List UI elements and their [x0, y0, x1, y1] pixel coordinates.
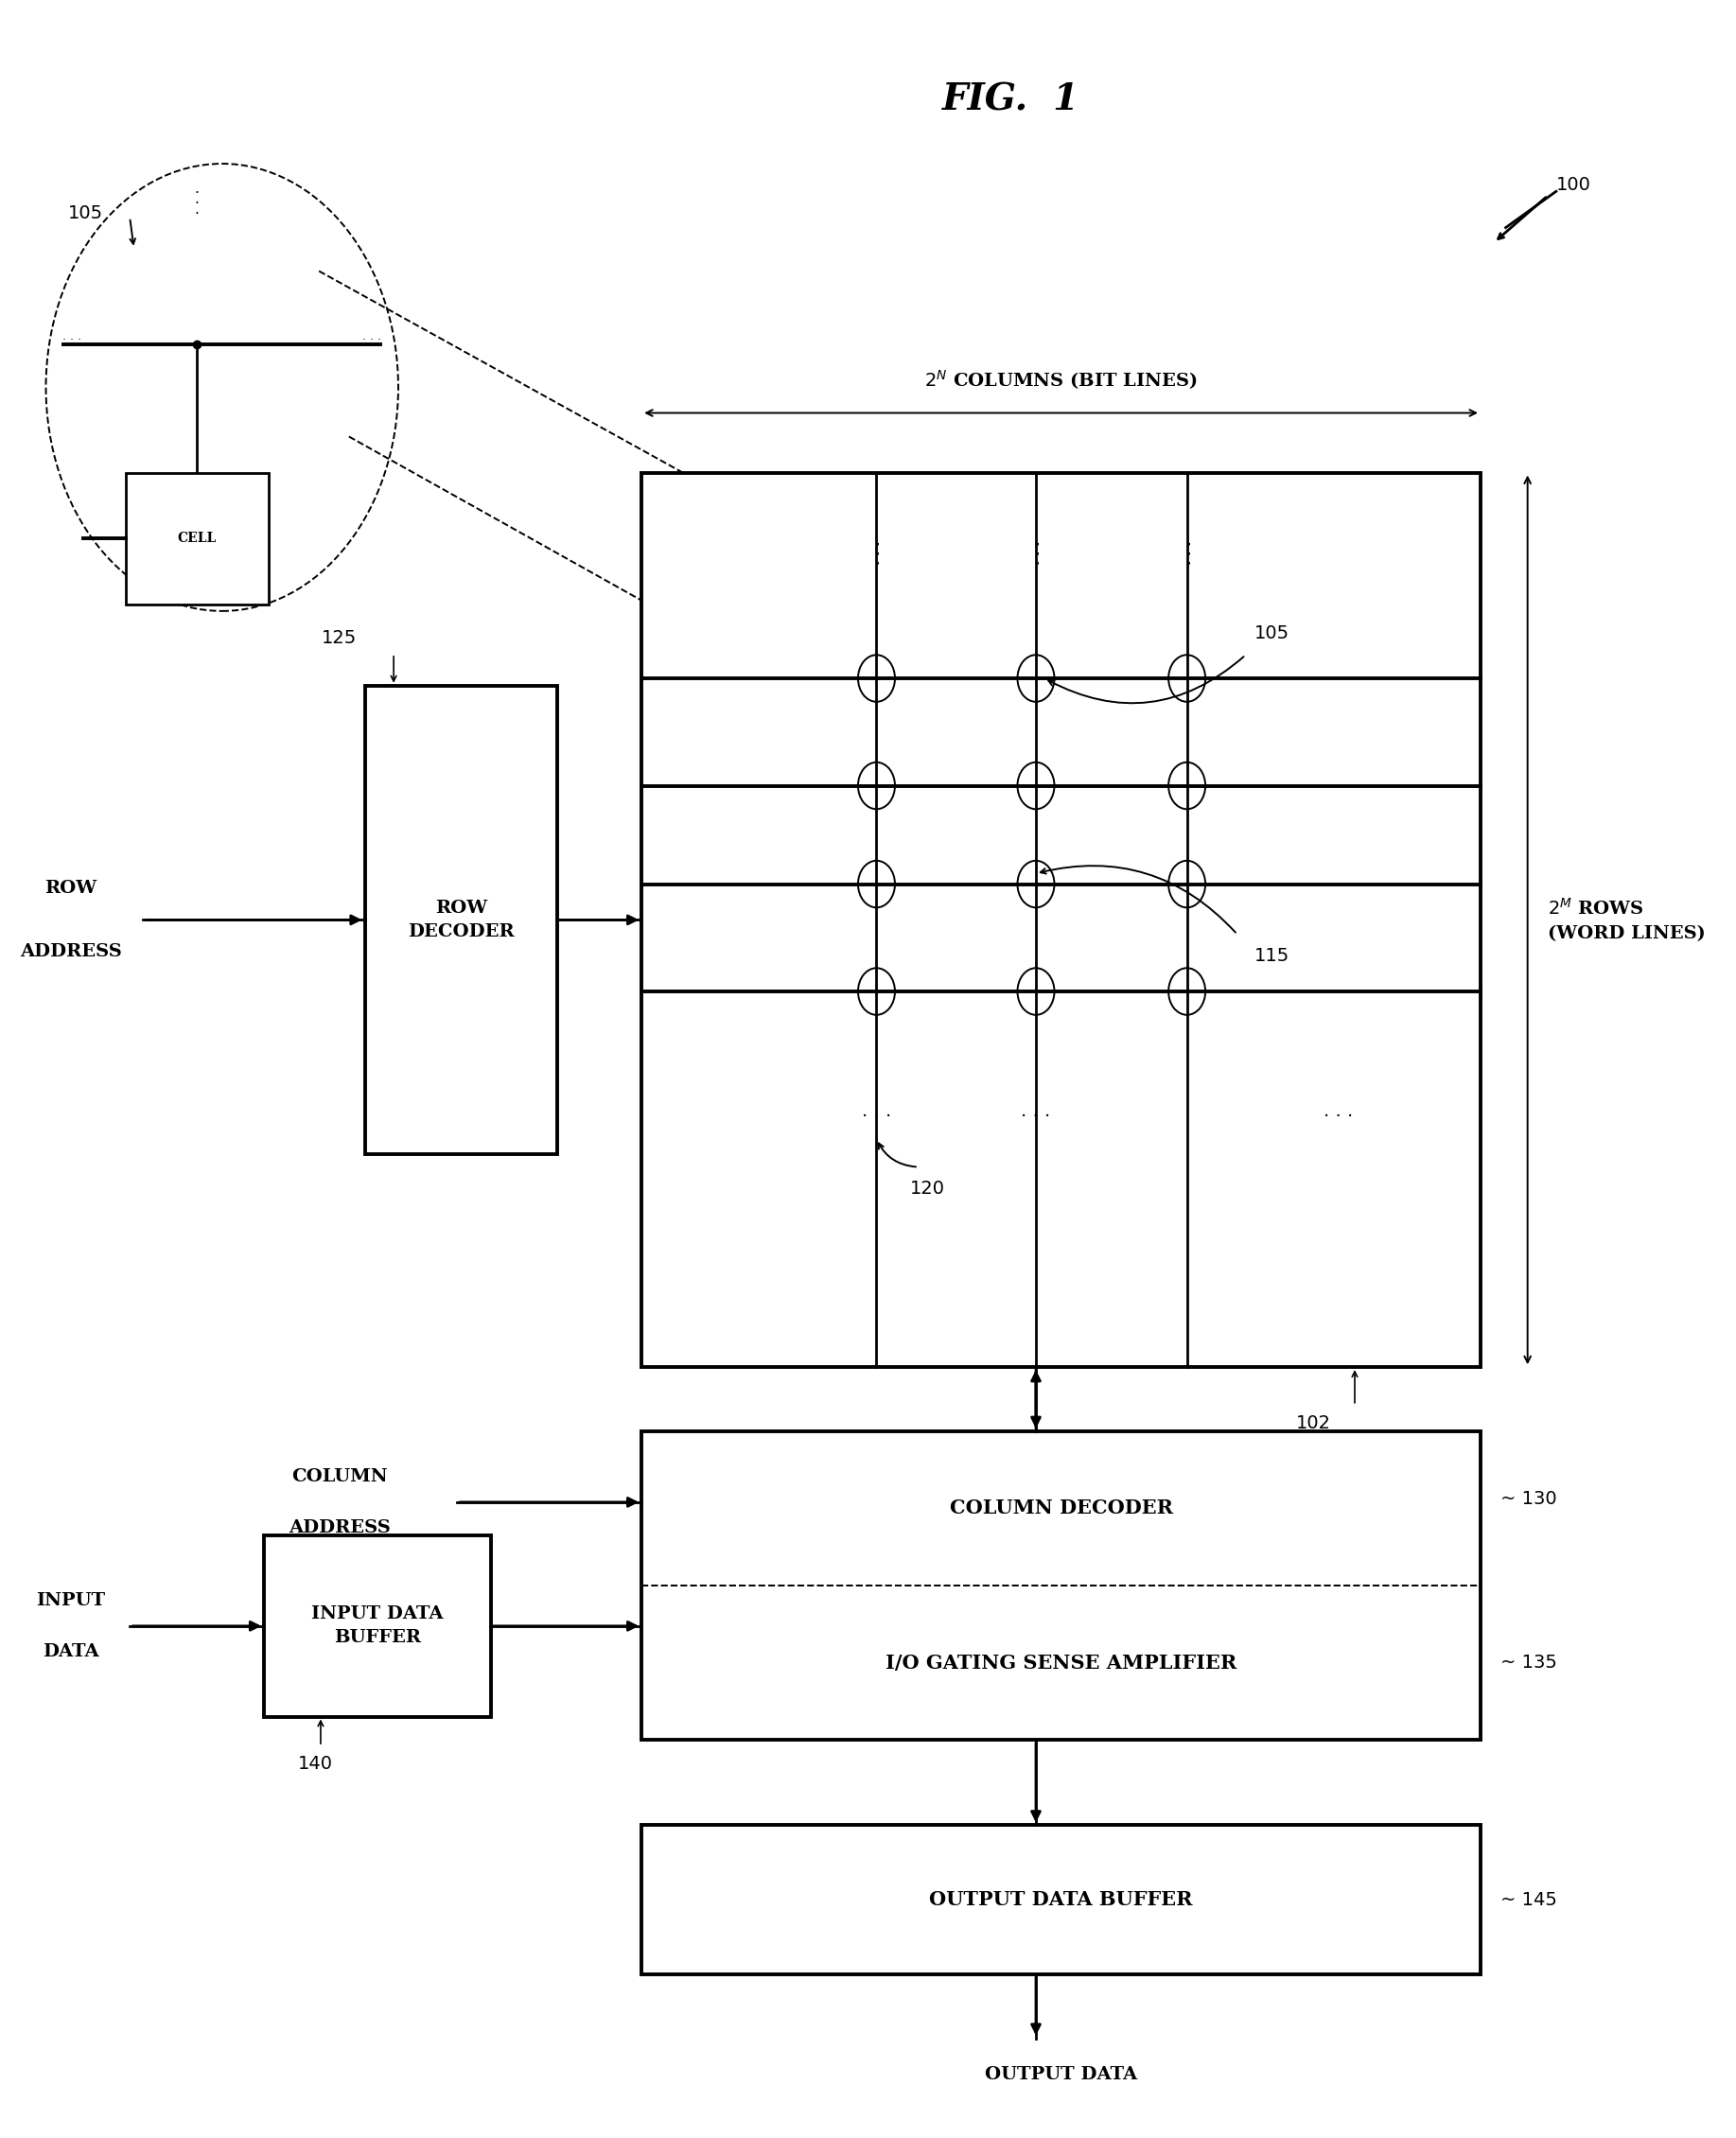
Bar [264, 1535, 491, 1717]
Text: ROW
DECODER: ROW DECODER [408, 900, 514, 941]
Text: FIG.  1: FIG. 1 [943, 81, 1080, 118]
Text: DATA: DATA [43, 1644, 99, 1659]
Bar [365, 686, 557, 1155]
Text: ~ 135: ~ 135 [1500, 1655, 1557, 1672]
Text: . . .: . . . [1029, 541, 1043, 564]
Text: ·
·
·: · · · [194, 554, 200, 588]
Text: 125: 125 [321, 629, 356, 648]
Text: 100: 100 [1555, 175, 1590, 195]
Text: · · ·: · · · [62, 334, 82, 346]
Text: COLUMN: COLUMN [292, 1469, 387, 1486]
Text: 115: 115 [1253, 947, 1290, 964]
Text: · · ·: · · · [363, 334, 382, 346]
Text: I/O GATING SENSE AMPLIFIER: I/O GATING SENSE AMPLIFIER [885, 1653, 1236, 1672]
Text: COLUMN DECODER: COLUMN DECODER [950, 1499, 1174, 1518]
Text: 140: 140 [299, 1755, 333, 1772]
Text: CELL: CELL [177, 532, 217, 545]
Text: ROW: ROW [45, 879, 97, 896]
Text: · · ·: · · · [1323, 1107, 1352, 1127]
Text: 102: 102 [1297, 1413, 1332, 1432]
Text: INPUT: INPUT [36, 1593, 106, 1610]
Text: · · ·: · · · [1021, 1107, 1050, 1127]
Text: ADDRESS: ADDRESS [21, 943, 122, 960]
Text: OUTPUT DATA BUFFER: OUTPUT DATA BUFFER [929, 1890, 1193, 1909]
Text: OUTPUT DATA: OUTPUT DATA [984, 2065, 1137, 2082]
Text: 105: 105 [68, 203, 102, 222]
Text: · · ·: · · · [861, 1107, 891, 1127]
Text: $2^M$ ROWS
(WORD LINES): $2^M$ ROWS (WORD LINES) [1549, 898, 1705, 943]
Bar [642, 1430, 1481, 1740]
Bar [642, 1826, 1481, 1973]
Text: 105: 105 [1253, 624, 1290, 644]
Text: . . .: . . . [1180, 541, 1194, 564]
Text: ~ 130: ~ 130 [1500, 1490, 1557, 1507]
Bar [125, 472, 269, 605]
Text: $2^N$ COLUMNS (BIT LINES): $2^N$ COLUMNS (BIT LINES) [925, 368, 1198, 391]
Text: ~ 145: ~ 145 [1500, 1890, 1557, 1909]
Text: ADDRESS: ADDRESS [288, 1520, 391, 1537]
Text: 120: 120 [910, 1180, 944, 1197]
Text: . . .: . . . [870, 541, 884, 564]
Text: INPUT DATA
BUFFER: INPUT DATA BUFFER [311, 1606, 443, 1646]
Text: ·
·
·: · · · [194, 186, 200, 222]
Bar [642, 472, 1481, 1366]
